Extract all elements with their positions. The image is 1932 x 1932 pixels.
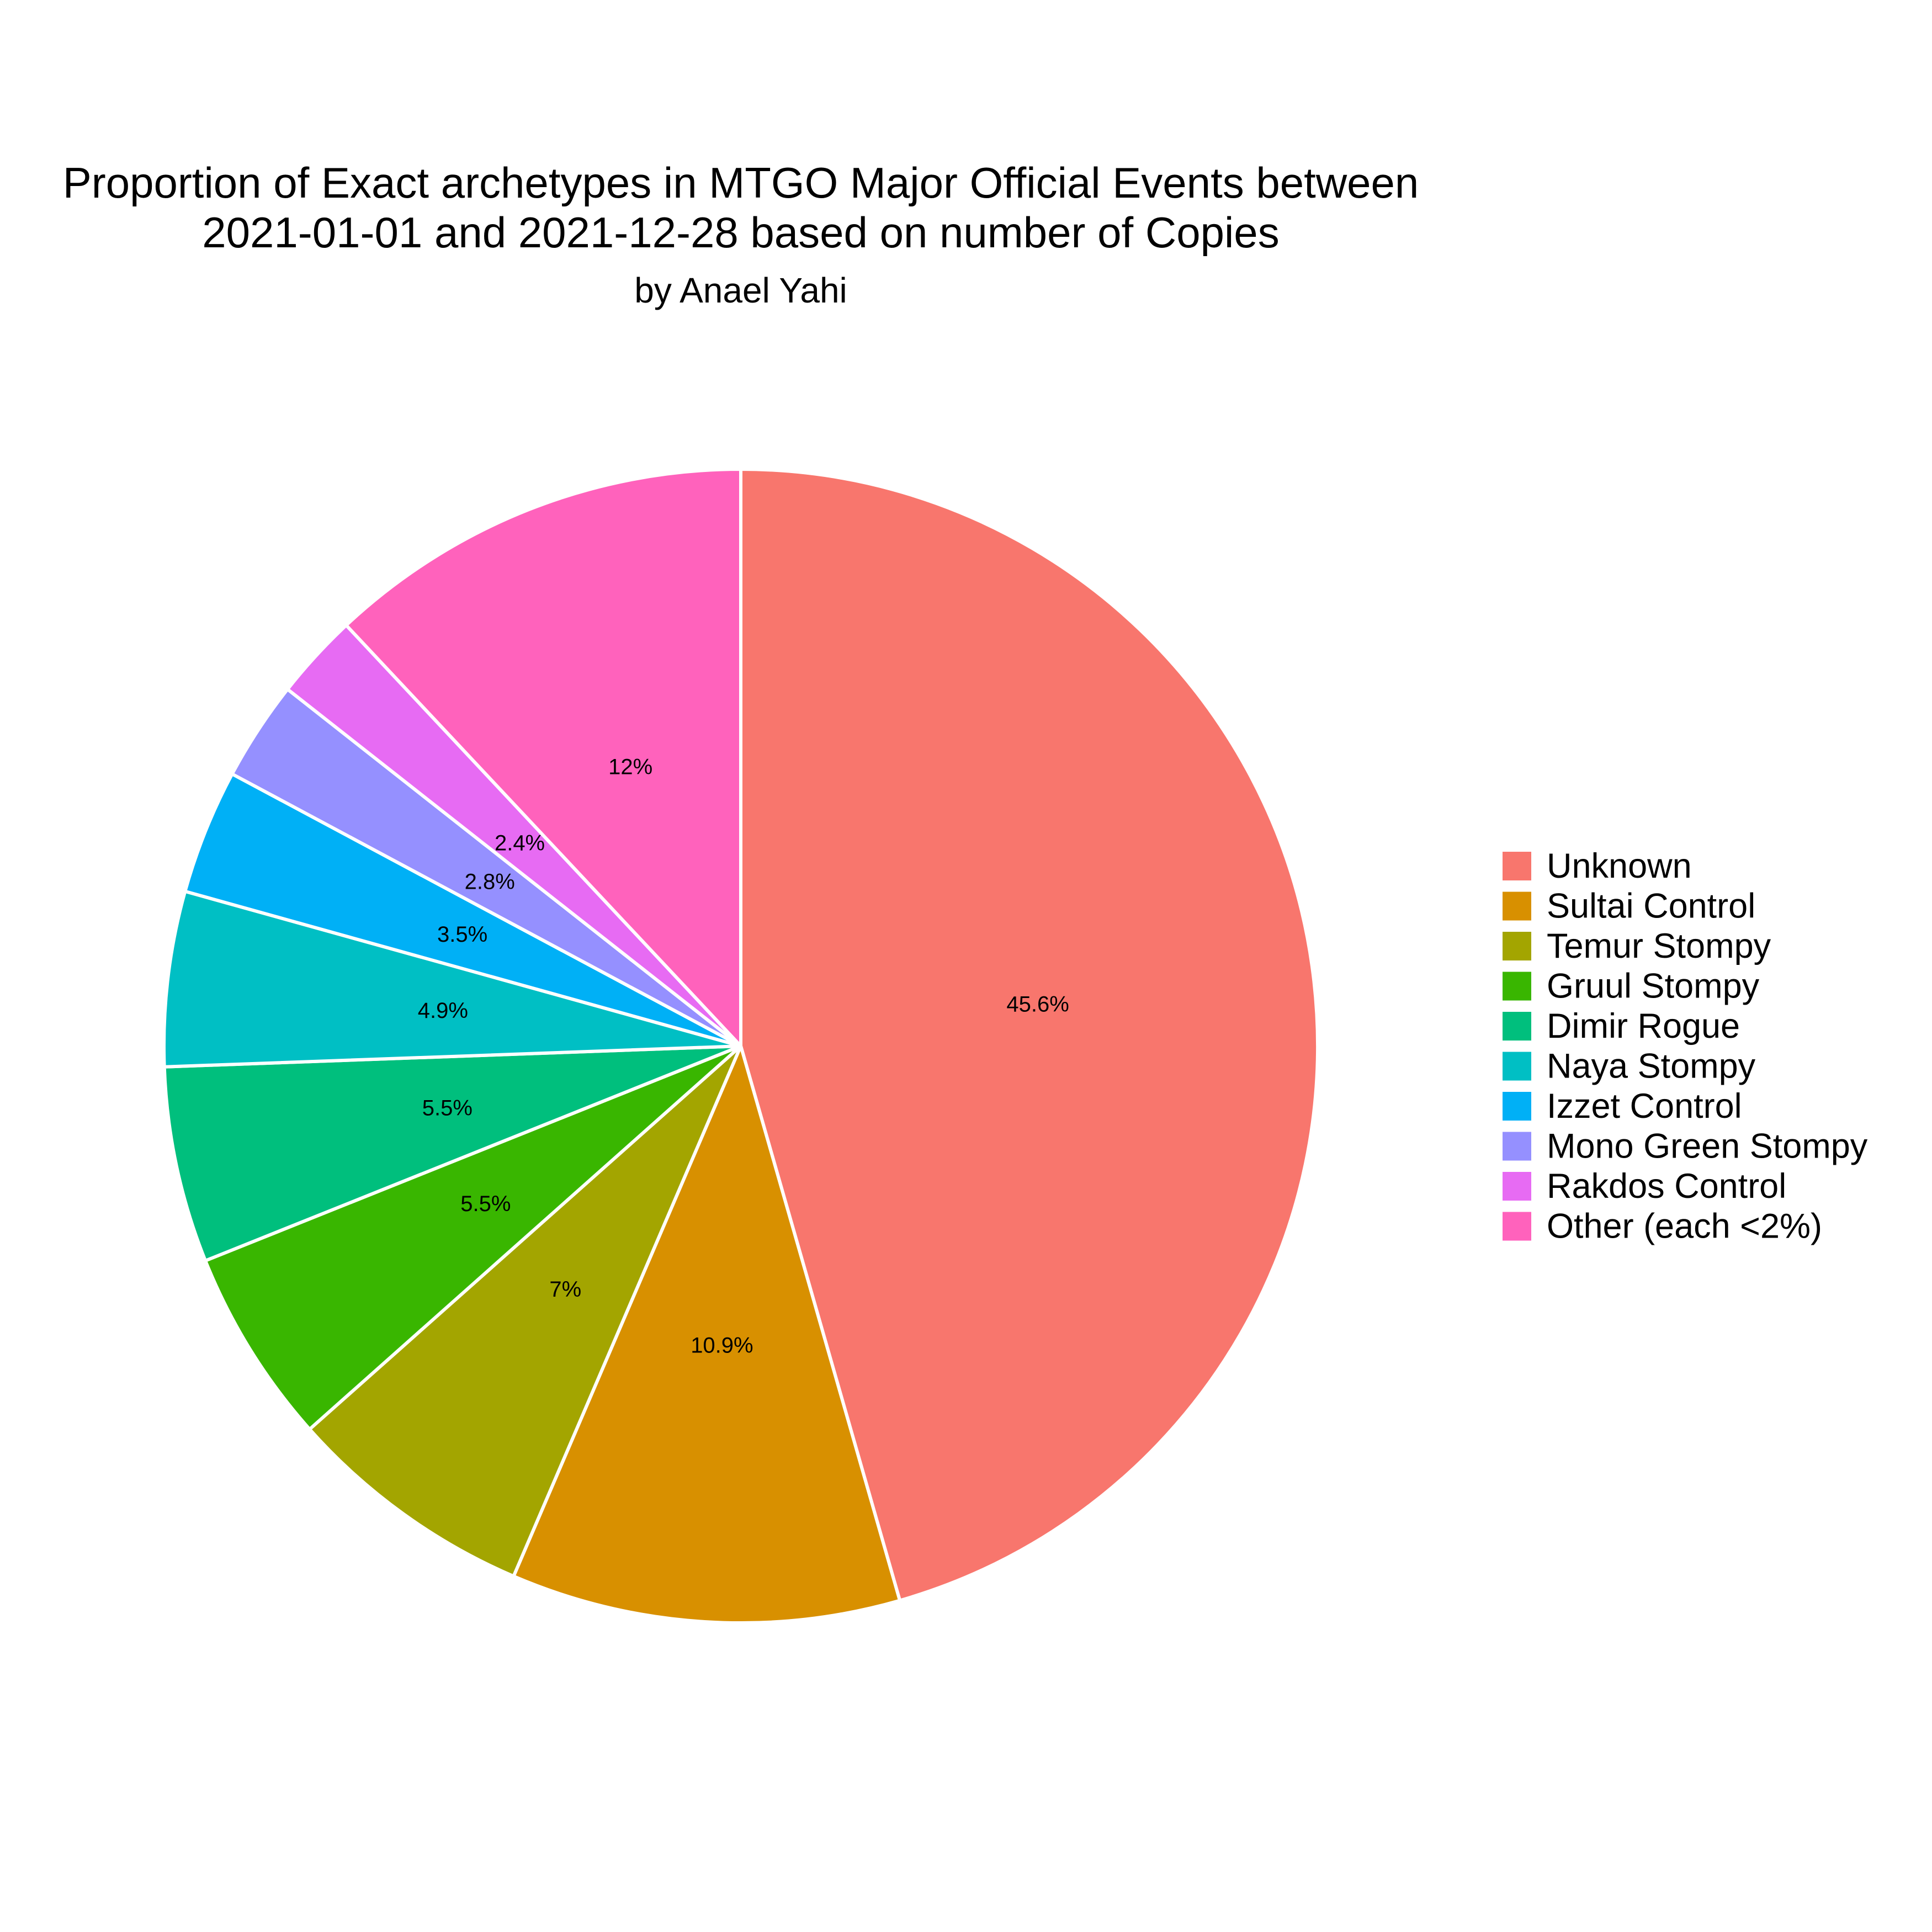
- pie-slice-gruul-stompy: [204, 1044, 742, 1431]
- legend-label: Other (each <2%): [1547, 1207, 1822, 1246]
- slice-label: 2.4%: [495, 831, 545, 856]
- legend-label: Unknown: [1547, 847, 1692, 885]
- legend-label: Rakdos Control: [1547, 1167, 1786, 1206]
- pie-slice-other-each-2: [344, 468, 742, 1048]
- legend-label: Sultai Control: [1547, 887, 1755, 926]
- chart-title-line-1: Proportion of Exact archetypes in MTGO M…: [63, 158, 1419, 207]
- legend-swatch: [1503, 1092, 1531, 1121]
- legend-swatch: [1503, 1172, 1531, 1201]
- slice-label: 4.9%: [418, 999, 468, 1023]
- chart-title-line-2: 2021-01-01 and 2021-12-28 based on numbe…: [202, 208, 1279, 257]
- legend-swatch: [1503, 1012, 1531, 1041]
- legend-label: Temur Stompy: [1547, 927, 1771, 965]
- legend-swatch: [1503, 932, 1531, 960]
- pie-slice-naya-stompy: [162, 889, 742, 1069]
- pie-slice-izzet-control: [183, 772, 742, 1048]
- pie-slice-sultai-control: [512, 1044, 902, 1625]
- pie-slice-labels: 45.6% 10.9% 7% 5.5% 5.5% 4.9% 3.5% 2.8% 2.4% 12%: [418, 755, 1069, 1358]
- pie-slice-unknown: [739, 468, 1319, 1602]
- legend-swatch: [1503, 852, 1531, 880]
- pie-slice-dimir-rogue: [162, 1044, 742, 1262]
- slice-label: 7%: [549, 1277, 581, 1302]
- legend-label: Izzet Control: [1547, 1087, 1742, 1126]
- slice-label: 3.5%: [437, 922, 487, 947]
- legend-swatch: [1503, 1052, 1531, 1081]
- legend-swatch: [1503, 1132, 1531, 1161]
- slice-label: 10.9%: [691, 1333, 753, 1357]
- slice-label: 5.5%: [460, 1192, 511, 1216]
- chart-subtitle: by Anael Yahi: [634, 270, 847, 310]
- slice-label: 5.5%: [422, 1096, 473, 1121]
- pie-slice-temur-stompy: [307, 1044, 742, 1578]
- legend-label: Gruul Stompy: [1547, 967, 1760, 1006]
- legend-swatch: [1503, 972, 1531, 1001]
- legend-label: Mono Green Stompy: [1547, 1127, 1868, 1166]
- legend-swatch: [1503, 891, 1531, 921]
- pie-slices: [162, 468, 1319, 1625]
- slice-label: 12%: [608, 755, 652, 779]
- legend-label: Naya Stompy: [1547, 1047, 1756, 1086]
- slice-label: 2.8%: [465, 870, 515, 894]
- legend-label: Dimir Rogue: [1547, 1007, 1740, 1045]
- legend-swatch: [1503, 1212, 1531, 1241]
- slice-label: 45.6%: [1006, 992, 1069, 1016]
